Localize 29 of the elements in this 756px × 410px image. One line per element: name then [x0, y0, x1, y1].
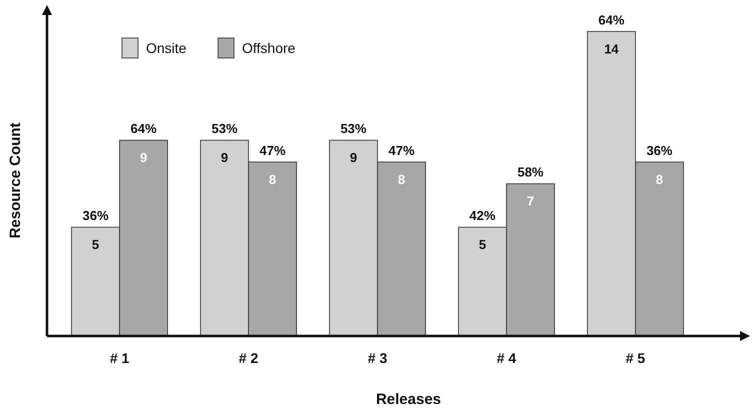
x-tick-label: # 4 [496, 350, 516, 366]
annotation: 36% [646, 142, 673, 158]
x-tick-label: # 5 [626, 350, 646, 366]
annotation: 36% [82, 208, 109, 224]
annotation: 64% [598, 12, 625, 28]
data-label: 9 [140, 150, 148, 166]
data-label: 5 [92, 237, 100, 252]
x-tick-label: # 2 [238, 350, 258, 366]
data-label: 8 [268, 172, 276, 187]
annotation: 58% [517, 164, 544, 180]
x-tick-label: # 3 [368, 350, 388, 366]
annotation: 42% [469, 208, 496, 224]
legend-label: Onsite [146, 40, 187, 56]
annotation: 53% [340, 121, 367, 136]
annotation: 47% [388, 142, 415, 158]
data-label: 5 [478, 237, 486, 252]
data-label: 8 [398, 172, 406, 187]
annotation: 47% [260, 142, 286, 158]
data-label: 9 [220, 150, 228, 166]
annotation: 53% [211, 121, 238, 136]
annotation: 64% [130, 121, 158, 136]
x-axis-title: Releases [376, 391, 442, 408]
data-label: 7 [526, 194, 534, 209]
legend-label: Offshore [242, 40, 296, 56]
data-label: 14 [604, 41, 620, 56]
y-axis-title: Resource Count [7, 122, 24, 238]
data-label: 8 [656, 172, 664, 187]
data-label: 9 [350, 150, 358, 166]
x-tick-label: # 1 [110, 350, 130, 366]
